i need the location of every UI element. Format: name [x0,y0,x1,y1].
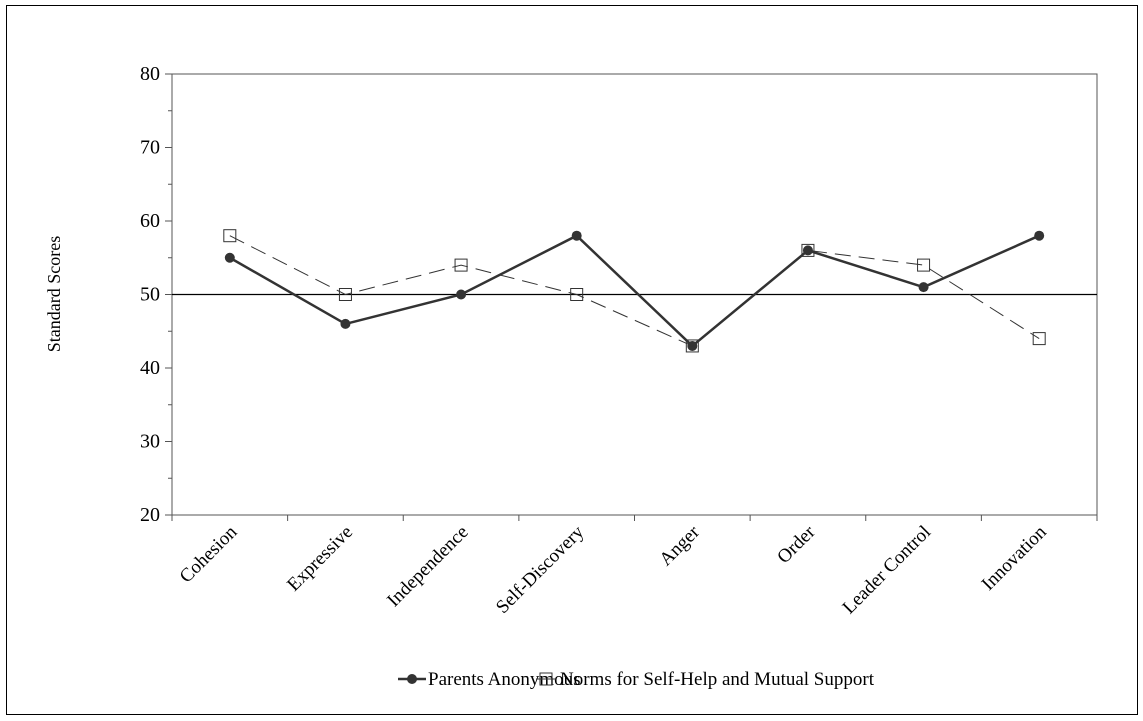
y-tick-label: 70 [140,137,160,159]
x-category-label: Independence [383,522,472,611]
norms-data-point [223,229,237,243]
y-tick-label: 60 [140,210,160,232]
legend-marker-norms [539,672,553,686]
parents-data-point [1034,230,1045,241]
x-category-label: Self-Discovery [492,521,589,618]
parents-data-point [340,318,351,329]
parents-data-point [918,282,929,293]
y-tick-label: 30 [140,431,160,453]
legend-item-norms: Norms for Self-Help and Mutual Support [536,669,875,690]
y-tick-label: 40 [140,357,160,379]
y-tick-label: 80 [140,63,160,85]
x-category-label: Innovation [978,521,1051,594]
parents-data-point [571,230,582,241]
norms-data-point [338,288,352,301]
norms-series-line [229,235,1040,347]
parents-series-line [229,234,1040,348]
legend-label-parents: Parents Anonymous [428,669,581,690]
y-tick-label: 50 [140,284,160,306]
norms-data-point [454,258,468,272]
norms-data-point [917,258,931,272]
series-1 [224,230,1045,351]
legend-label-norms: Norms for Self-Help and Mutual Support [560,669,875,690]
chart-frame [6,5,1138,715]
x-category-label: Order [773,521,820,568]
y-axis-label: Standard Scores [44,236,64,352]
x-category-label: Leader Control [839,522,936,619]
norms-data-point [801,243,815,257]
norms-data-point [570,288,584,301]
parents-data-point [456,289,467,300]
norms-data-point [685,339,699,353]
x-category-label: Anger [655,521,704,570]
parents-data-point [224,252,235,263]
y-tick-label: 20 [140,504,160,526]
series-2 [223,229,1046,353]
norms-data-point [1032,332,1046,346]
parents-data-point [802,245,813,256]
legend-marker-parents [407,674,417,684]
x-category-label: Expressive [283,522,357,596]
x-category-label: Cohesion [176,521,242,587]
